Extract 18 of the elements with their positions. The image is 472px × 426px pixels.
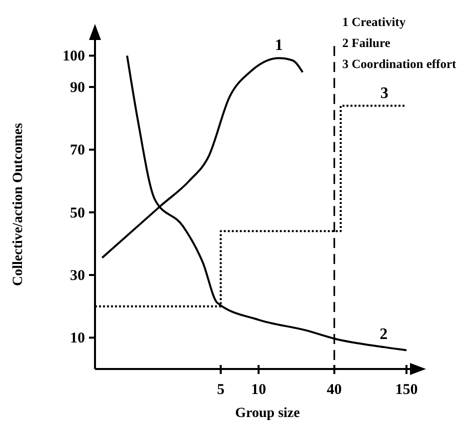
x-axis-title: Group size (235, 406, 300, 421)
y-tick-label: 30 (70, 268, 85, 284)
x-tick-label: 40 (326, 382, 342, 398)
y-tick-label: 70 (70, 142, 85, 159)
y-tick-label: 100 (62, 48, 85, 65)
annotation: 2 (380, 326, 388, 344)
annotation: 1 (274, 37, 283, 54)
x-tick-label: 150 (395, 382, 418, 398)
y-axis-title: Collective/action Outcomes (11, 122, 26, 286)
annotation: 2 Failure (342, 36, 391, 50)
text: 1 Creativity (342, 15, 406, 29)
y-tick-label: 50 (70, 205, 85, 222)
x-tick-label: 10 (251, 382, 266, 398)
x-tick-label: 5 (216, 382, 224, 398)
annotation: 3 Coordination effort (342, 57, 458, 71)
annotation: 3 (380, 84, 388, 102)
y-tick-label: 10 (70, 330, 85, 347)
y-tick-label: 90 (70, 80, 85, 96)
